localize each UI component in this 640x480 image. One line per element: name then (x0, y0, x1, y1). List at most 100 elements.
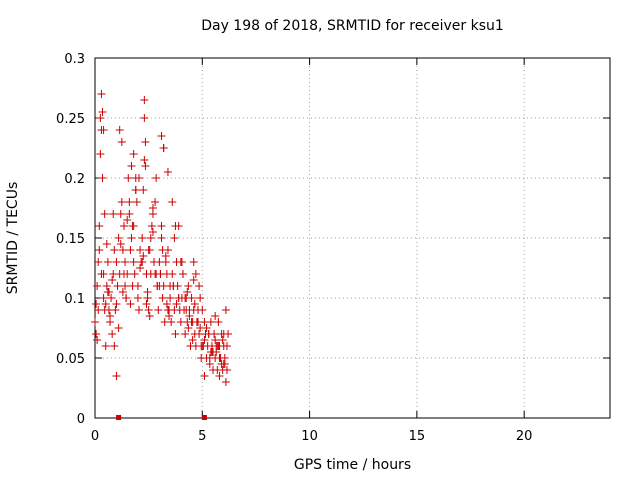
data-point (214, 342, 223, 350)
data-point (119, 222, 128, 230)
data-point (171, 330, 180, 338)
data-point (96, 150, 105, 158)
data-point (134, 306, 143, 314)
data-point (195, 282, 204, 290)
data-point (215, 354, 224, 362)
data-point (116, 210, 125, 218)
x-axis-label: GPS time / hours (293, 457, 412, 473)
x-tick-label: 0 (91, 429, 99, 444)
data-point (117, 198, 126, 206)
data-point (166, 294, 175, 302)
data-point (124, 174, 133, 182)
y-tick-label: 0.3 (64, 52, 85, 67)
data-point (151, 198, 160, 206)
axis-ticks: 0 0.05 0.1 0.15 0.2 0.25 0.3 0 5 10 15 20 (56, 52, 610, 444)
data-point (202, 324, 211, 332)
y-tick-label: 0.05 (56, 352, 85, 367)
data-point (117, 138, 126, 146)
data-point (127, 162, 136, 170)
data-point (92, 300, 101, 308)
x-tick-label: 10 (301, 429, 318, 444)
data-point (157, 234, 166, 242)
data-point (123, 216, 132, 224)
data-point (194, 318, 202, 326)
data-point (188, 336, 197, 344)
data-point (93, 282, 102, 290)
data-point (126, 246, 135, 254)
data-point (181, 330, 190, 338)
data-point (129, 222, 138, 230)
data-point (221, 378, 230, 386)
data-point (148, 228, 157, 236)
data-point (146, 234, 155, 242)
data-point (134, 174, 143, 182)
y-tick-label: 0.25 (56, 112, 85, 127)
data-point (167, 318, 176, 326)
data-point (189, 258, 198, 266)
data-point (168, 198, 177, 206)
data-point (177, 258, 186, 266)
data-point (94, 258, 103, 266)
data-point (102, 240, 111, 248)
y-tick-label: 0.2 (64, 172, 85, 187)
data-point (130, 270, 139, 278)
data-point (200, 372, 209, 380)
data-point (191, 270, 200, 278)
y-axis-label: SRMTID / TECUs (5, 181, 21, 295)
data-point (109, 210, 118, 218)
data-point (118, 246, 127, 254)
data-point (110, 246, 119, 254)
data-point (116, 240, 125, 248)
data-point (136, 264, 145, 272)
data-point (144, 246, 153, 254)
y-tick-label: 0 (77, 412, 85, 427)
data-point (181, 294, 190, 302)
data-point (206, 318, 215, 326)
data-point (169, 282, 178, 290)
data-point (98, 108, 107, 116)
data-point (139, 186, 148, 194)
data-point (197, 342, 206, 350)
data-point (114, 234, 123, 242)
data-point (163, 306, 172, 314)
data-point (140, 156, 149, 164)
data-point (140, 114, 149, 122)
data-point (214, 318, 223, 326)
data-point (99, 294, 108, 302)
data-point (143, 288, 152, 296)
data-point (97, 90, 106, 98)
data-point (99, 270, 108, 278)
zero-value-marker (116, 415, 122, 420)
data-point (152, 174, 161, 182)
data-point (140, 96, 149, 104)
data-point (112, 300, 121, 308)
data-point (106, 312, 115, 320)
data-point (142, 300, 151, 308)
data-point (138, 234, 147, 242)
data-point (221, 306, 230, 314)
chart-title: Day 198 of 2018, SRMTID for receiver ksu… (201, 18, 504, 34)
data-point (115, 126, 124, 134)
data-point (205, 360, 214, 368)
data-point (158, 246, 167, 254)
data-point (148, 204, 157, 212)
data-point (101, 342, 110, 350)
data-point (113, 282, 122, 290)
data-point (95, 246, 104, 254)
y-tick-label: 0.1 (64, 292, 85, 307)
data-point (112, 372, 121, 380)
data-point (136, 246, 145, 254)
data-point (122, 294, 131, 302)
data-point (207, 348, 216, 356)
x-tick-label: 15 (409, 429, 426, 444)
data-point (182, 306, 191, 314)
data-point (98, 174, 107, 182)
data-point (121, 258, 130, 266)
x-tick-label: 20 (516, 429, 533, 444)
data-point (157, 222, 166, 230)
data-point (138, 258, 147, 266)
data-point (215, 372, 224, 380)
data-point (190, 300, 199, 308)
data-point (170, 234, 179, 242)
